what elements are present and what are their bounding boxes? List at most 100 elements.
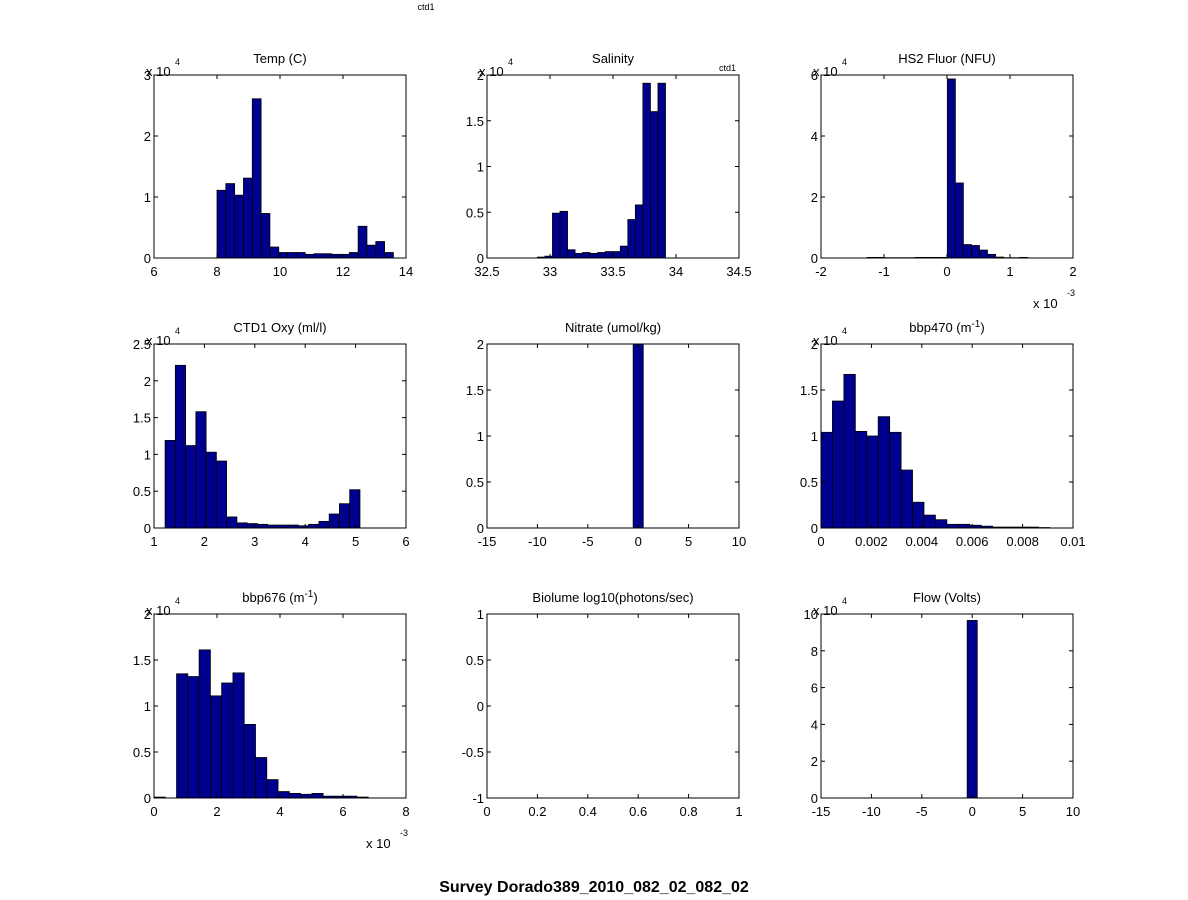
y-tick-label: 10 (804, 607, 818, 622)
x-tick-label: 2 (213, 804, 220, 819)
y-tick-label: 0 (477, 251, 484, 266)
x-tick-label: 2 (1069, 264, 1076, 279)
y-tick-label: 0 (811, 791, 818, 806)
x-tick-label: 0 (635, 534, 642, 549)
histogram-bar (269, 246, 280, 259)
histogram-bar (221, 682, 234, 799)
histogram-bar (650, 111, 659, 259)
y-tick-label: 1.5 (800, 383, 818, 398)
x-tick-label: 0.008 (1006, 534, 1039, 549)
subplot-title-end: ) (980, 320, 984, 335)
y-tick-label: 0.5 (466, 653, 484, 668)
histogram-bar (232, 672, 245, 799)
histogram-bar (266, 779, 279, 799)
histogram-bar (226, 516, 238, 529)
x-tick-label: -5 (916, 804, 928, 819)
y-tick-label: 1 (477, 160, 484, 175)
histogram-bar (843, 373, 856, 529)
x-tick-label: 10 (732, 534, 746, 549)
histogram-bar (246, 523, 258, 529)
y-axis-multiplier: x 10 (479, 64, 504, 79)
y-axis-multiplier: x 10 (813, 333, 838, 348)
y-tick-label: 6 (811, 681, 818, 696)
x-tick-label: -15 (478, 534, 497, 549)
y-tick-label: 3 (144, 68, 151, 83)
x-tick-label: 10 (273, 264, 287, 279)
histogram-bar (634, 204, 644, 259)
x-tick-label: 33.5 (600, 264, 625, 279)
y-tick-label: 1 (477, 607, 484, 622)
x-tick-label: 0.004 (906, 534, 939, 549)
subplot-title: HS2 Fluor (NFU) (898, 51, 996, 66)
x-tick-label: 0.01 (1060, 534, 1085, 549)
histogram-bar (854, 430, 868, 529)
y-tick-label: 0 (811, 251, 818, 266)
histogram-bar (632, 343, 644, 529)
histogram-bar (164, 440, 176, 529)
subplot-title-text: Nitrate (umol/kg) (565, 320, 661, 335)
histogram-bar (619, 245, 629, 259)
y-axis-multiplier: x 10 (146, 333, 171, 348)
histogram-bar (979, 249, 988, 259)
histogram-bar (209, 695, 223, 799)
axes-frame (486, 74, 740, 259)
y-tick-label: 1.5 (466, 383, 484, 398)
subplot-title: Nitrate (umol/kg) (565, 320, 661, 335)
axes-frame (486, 613, 740, 799)
histogram-bar (174, 364, 187, 529)
x-tick-label: 6 (150, 264, 157, 279)
histogram-bar (185, 445, 197, 529)
y-tick-label: 2 (811, 754, 818, 769)
subplot-title: CTD1 Oxy (ml/l) (233, 320, 326, 335)
y-tick-label: 2 (144, 374, 151, 389)
subplot-title-text: bbp676 (m (242, 590, 304, 605)
x-tick-label: 0 (817, 534, 824, 549)
figure-suptitle: Survey Dorado389_2010_082_02_082_02 (439, 879, 749, 896)
axes-frame (153, 343, 407, 529)
histogram-bar (966, 620, 978, 799)
histogram-bar (900, 469, 913, 529)
histogram-bar (215, 460, 228, 529)
y-tick-label: 8 (811, 644, 818, 659)
histogram-bar (236, 522, 248, 529)
x-tick-label: 1 (150, 534, 157, 549)
histogram-bar (300, 793, 313, 799)
x-tick-label: 0 (969, 804, 976, 819)
y-tick-label: 0.5 (800, 475, 818, 490)
histogram-bar (582, 252, 591, 259)
histogram-bar (328, 513, 340, 529)
histogram-bar (987, 253, 996, 259)
y-tick-label: 0.5 (133, 745, 151, 760)
histogram-bar (657, 82, 666, 259)
y-axis-multiplier: x 10 (146, 64, 171, 79)
x-tick-label: 4 (302, 534, 309, 549)
y-axis-multiplier-exponent: 4 (175, 57, 180, 67)
x-tick-label: 34.5 (726, 264, 751, 279)
x-tick-label: 6 (339, 804, 346, 819)
histogram-bar (574, 253, 584, 259)
histogram-bar (331, 253, 341, 259)
subplot-title: Flow (Volts) (913, 590, 981, 605)
histogram-bar (384, 252, 394, 259)
y-tick-label: 4 (811, 717, 818, 732)
subplot-title-text: Flow (Volts) (913, 590, 981, 605)
histogram-bar (318, 520, 330, 529)
histogram-bar (243, 177, 253, 259)
axes-frame (820, 613, 1074, 799)
histogram-bar (295, 252, 306, 259)
corner-label: ctd1 (719, 63, 736, 73)
subplot-title-end: ) (313, 590, 317, 605)
x-tick-label: 0.2 (528, 804, 546, 819)
subplot-9: -15 -10 -5 0 5 10 0 2 4 6 8 10 Flow (Volts) x 10 4 (804, 590, 1081, 819)
x-tick-label: 8 (402, 804, 409, 819)
histogram-bar (889, 431, 902, 529)
y-axis-multiplier-exponent: 4 (508, 57, 513, 67)
subplot-4: 1 2 3 4 5 6 0 0.5 1 1.5 2 2.5 CTD1 Oxy (ml/l) x 10 4 (133, 320, 410, 549)
histogram-bar (866, 435, 879, 529)
x-tick-label: 0.6 (629, 804, 647, 819)
figure-top-label: ctd1 (417, 2, 434, 12)
subplot-6: 0 0.002 0.004 0.006 0.008 0.01 0 0.5 1 1.5 2 bbp470… (800, 319, 1086, 549)
subplot-title-text: Biolume log10(photons/sec) (532, 590, 693, 605)
histogram-bar (559, 210, 568, 259)
